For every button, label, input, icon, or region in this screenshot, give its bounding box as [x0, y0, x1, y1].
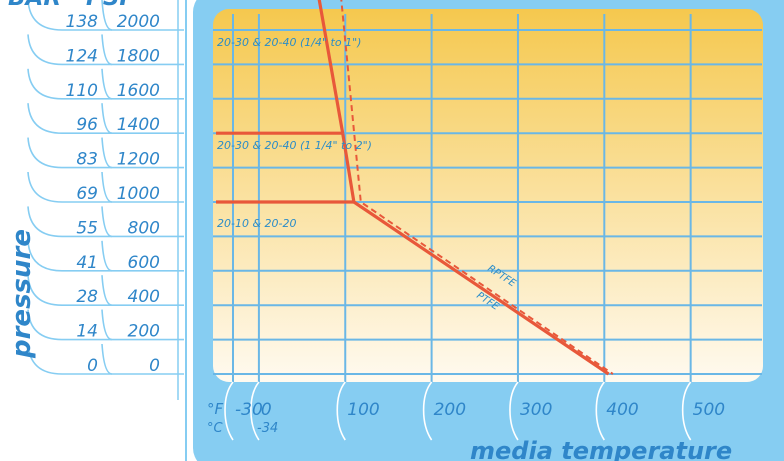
- y-tick-bracket: [27, 343, 184, 375]
- series-line-4: [353, 200, 610, 376]
- x-tick-bracket: [422, 381, 433, 441]
- y-axis-title: pressure: [7, 229, 37, 359]
- y-tick-bracket: [27, 34, 184, 66]
- y-tick-bracket-inner: [101, 275, 113, 306]
- x-axis-title: media temperature: [470, 437, 732, 461]
- y-tick-label-psi: 2000: [117, 12, 160, 32]
- x-tick-bracket: [595, 381, 605, 441]
- y-tick-brackets: [27, 0, 184, 375]
- plot-area: [213, 9, 763, 382]
- y-tick-label-bar: 124: [66, 46, 98, 66]
- y-tick-labels: 0142841556983961101241381520200400600800…: [66, 12, 160, 376]
- x-tick-bracket: [509, 381, 519, 441]
- x-tick-bracket: [681, 381, 692, 441]
- y-tick-label-psi: 1600: [117, 81, 160, 101]
- x-tick-label-f: -30: [235, 400, 263, 420]
- y-tick-bracket-inner: [101, 0, 113, 31]
- y-tick-label-bar: 14: [76, 322, 98, 342]
- x-tick-label-f: 0: [261, 400, 272, 420]
- y-tick-label-psi: 1800: [117, 46, 160, 66]
- y-tick-bracket-inner: [101, 240, 113, 272]
- y-tick-bracket-inner: [101, 137, 113, 169]
- psi-unit-label: PSI: [86, 0, 128, 11]
- y-tick-bracket: [27, 206, 184, 238]
- x-tick-bracket: [224, 381, 234, 441]
- y-tick-label-bar: 96: [76, 115, 98, 135]
- x-tick-brackets: [224, 381, 692, 441]
- x-tick-bracket: [336, 381, 346, 441]
- y-tick-label-bar: 28: [76, 287, 98, 307]
- y-tick-label-psi: 800: [128, 218, 160, 238]
- y-tick-bracket-inner: [101, 206, 113, 238]
- y-tick-label-psi: 600: [128, 253, 160, 273]
- y-tick-label-psi: 1400: [117, 115, 160, 135]
- y-tick-bracket-inner: [101, 171, 113, 203]
- y-tick-bracket-inner: [101, 343, 113, 375]
- y-tick-bracket-inner: [101, 103, 113, 134]
- x-tick-label-f: 300: [520, 400, 552, 420]
- y-tick-label-bar: 55: [76, 218, 98, 238]
- y-tick-bracket: [27, 103, 184, 134]
- y-tick-bracket: [27, 240, 184, 272]
- y-tick-bracket: [27, 275, 184, 306]
- x-tick-label-f: 200: [434, 400, 466, 420]
- series-label-one-quarter-to-two: 20-30 & 20-40 (1 1/4" to 2"): [217, 139, 372, 152]
- y-tick-bracket: [27, 0, 184, 31]
- y-tick-label-psi: 1200: [117, 150, 160, 170]
- y-tick-label-psi: 1000: [117, 184, 160, 204]
- grid: [213, 14, 762, 382]
- fahrenheit-unit-label: °F: [207, 400, 224, 418]
- y-tick-label-bar: 69: [76, 184, 98, 204]
- y-tick-label-psi: 200: [128, 322, 160, 342]
- y-tick-bracket-inner: [101, 309, 113, 341]
- x-tick-label-c: -34: [257, 421, 278, 436]
- x-tick-label-f: 400: [606, 400, 638, 420]
- y-tick-bracket: [27, 171, 184, 203]
- bar-unit-label: BAR: [8, 0, 61, 11]
- y-tick-bracket-inner: [101, 34, 113, 66]
- y-tick-label-psi: 0: [149, 356, 160, 376]
- x-tick-labels: -300 100 200 300 400 500 -34: [235, 400, 725, 436]
- series-line-5: [340, 0, 614, 375]
- y-tick-label-bar: 83: [76, 150, 98, 170]
- y-tick-label-bar: 0: [87, 356, 98, 376]
- y-tick-bracket-inner: [101, 68, 113, 100]
- x-tick-bracket: [250, 381, 260, 441]
- y-tick-bracket: [27, 137, 184, 169]
- series-line-1: [317, 0, 345, 134]
- y-tick-label-bar: 138: [66, 12, 99, 32]
- celsius-unit-label: °C: [207, 421, 224, 436]
- y-tick-label-psi: 400: [128, 287, 160, 307]
- y-tick-label-bar: 110: [66, 81, 98, 101]
- x-tick-label-f: 100: [347, 400, 379, 420]
- x-tick-label-f: 500: [693, 400, 725, 420]
- series-label-20-10-20-20: 20-10 & 20-20: [217, 217, 297, 230]
- series-label-quarter-to-one: 20-30 & 20-40 (1/4" to 1"): [217, 36, 361, 49]
- y-tick-bracket: [27, 309, 184, 341]
- y-tick-bracket: [27, 68, 184, 100]
- y-tick-label-bar: 41: [76, 253, 98, 273]
- series-lines: [216, 0, 614, 376]
